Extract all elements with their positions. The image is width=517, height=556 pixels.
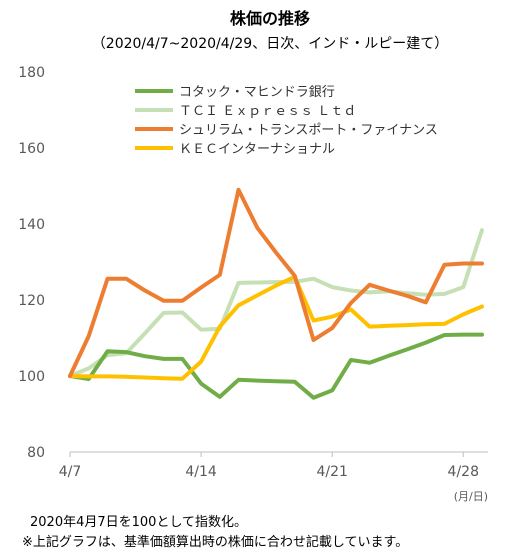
series-line-2 xyxy=(68,228,484,378)
y-tick-label: 140 xyxy=(18,217,45,233)
x-axis: 4/7 4/14 4/21 4/28 xyxy=(59,451,488,480)
legend-label-1: コタック・マヒンドラ銀行 xyxy=(179,85,335,100)
series-line-4 xyxy=(68,274,484,381)
legend: コタック・マヒンドラ銀行 ＴＣＩ Ｅｘｐｒｅｓｓ Ｌｔｄ シュリラム・トランスポート… xyxy=(135,85,438,157)
y-tick-label: 120 xyxy=(18,293,45,309)
x-tick-label: 4/21 xyxy=(316,464,347,480)
legend-label-2: ＴＣＩ Ｅｘｐｒｅｓｓ Ｌｔｄ xyxy=(179,104,356,119)
legend-label-3: シュリラム・トランスポート・ファイナンス xyxy=(179,123,438,138)
note-disclaimer: ※上記グラフは、基準価額算出時の株価に合わせ記載しています。 xyxy=(22,535,409,550)
x-unit-label: (月/日) xyxy=(454,490,488,503)
y-tick-label: 100 xyxy=(18,369,45,385)
x-tick-label: 4/7 xyxy=(59,464,82,480)
x-tick-label: 4/28 xyxy=(448,464,479,480)
y-tick-label: 160 xyxy=(18,141,45,157)
legend-label-4: ＫＥＣインターナショナル xyxy=(179,142,335,157)
x-tick-label: 4/14 xyxy=(185,464,217,480)
series-line-3 xyxy=(68,187,484,378)
y-tick-label: 80 xyxy=(27,445,45,461)
series-lines xyxy=(68,187,484,400)
y-axis: 80 100 120 140 160 180 xyxy=(18,65,45,461)
series-line-1 xyxy=(68,332,484,400)
y-tick-label: 180 xyxy=(18,65,45,81)
chart-title: 株価の推移 xyxy=(230,9,310,28)
chart-subtitle: （2020/4/7~2020/4/29、日次、インド・ルピー建て） xyxy=(92,36,448,52)
note-index-basis: 2020年4月7日を100として指数化。 xyxy=(30,515,248,530)
